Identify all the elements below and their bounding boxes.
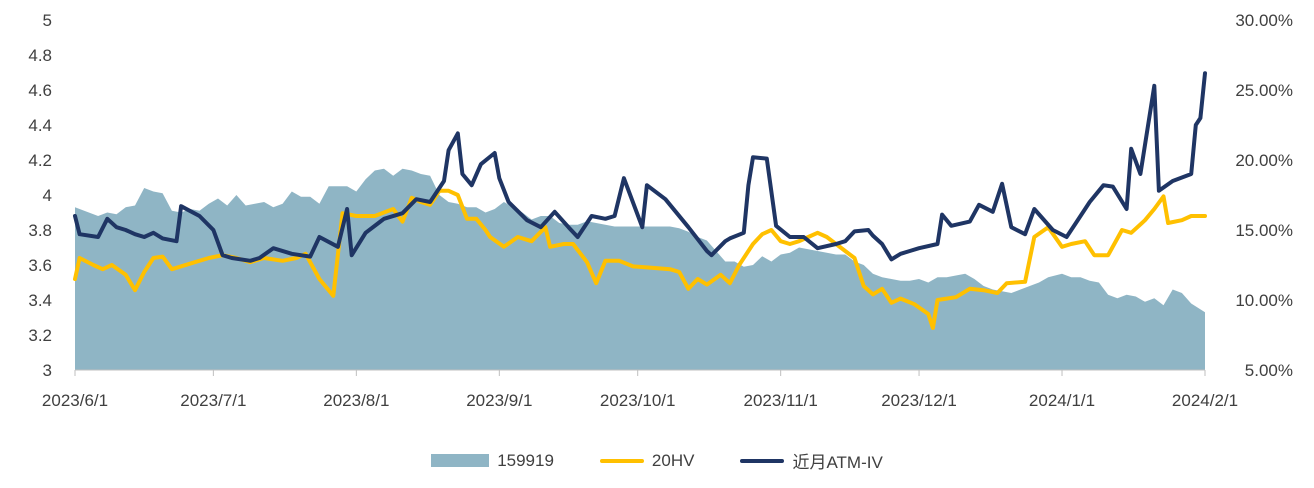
x-axis-tick-label: 2023/7/1 bbox=[180, 391, 246, 410]
legend-label-20hv: 20HV bbox=[651, 450, 695, 470]
x-axis-tick-label: 2023/8/1 bbox=[323, 391, 389, 410]
chart-legend: 159919 20HV 近月ATM-IV bbox=[0, 448, 1314, 473]
series-line-20hv bbox=[73, 188, 1207, 330]
legend-item-atm-iv: 近月ATM-IV bbox=[740, 448, 883, 473]
left-axis-tick-label: 4.4 bbox=[28, 116, 52, 135]
right-axis-tick-label: 15.00% bbox=[1235, 221, 1293, 240]
left-axis-tick-label: 4.8 bbox=[28, 46, 52, 65]
right-axis-tick-label: 5.00% bbox=[1245, 361, 1293, 380]
x-axis-tick-label: 2023/6/1 bbox=[42, 391, 108, 410]
x-axis-tick-label: 2023/9/1 bbox=[466, 391, 532, 410]
left-axis-tick-label: 3.2 bbox=[28, 326, 52, 345]
legend-swatch-hv bbox=[599, 458, 644, 463]
legend-item-20hv: 20HV bbox=[599, 450, 695, 471]
left-axis-tick-label: 3.6 bbox=[28, 256, 52, 275]
series-area-159919 bbox=[75, 168, 1205, 370]
legend-item-159919: 159919 bbox=[431, 451, 554, 471]
left-axis-tick-label: 4.6 bbox=[28, 81, 52, 100]
legend-swatch-iv bbox=[740, 458, 785, 463]
left-axis-tick-label: 3 bbox=[43, 361, 52, 380]
left-axis-tick-label: 5 bbox=[43, 11, 52, 30]
legend-swatch-area bbox=[431, 454, 490, 467]
right-axis-tick-label: 20.00% bbox=[1235, 151, 1293, 170]
right-axis-tick-label: 25.00% bbox=[1235, 81, 1293, 100]
x-axis-tick-label: 2024/2/1 bbox=[1172, 391, 1238, 410]
series-line-atm-iv bbox=[73, 71, 1207, 263]
left-axis-tick-label: 3.8 bbox=[28, 221, 52, 240]
right-axis-tick-label: 30.00% bbox=[1235, 11, 1293, 30]
legend-label-159919: 159919 bbox=[497, 450, 554, 470]
left-axis-tick-label: 4.2 bbox=[28, 151, 52, 170]
left-axis-tick-label: 4 bbox=[43, 186, 52, 205]
x-axis-tick-label: 2023/12/1 bbox=[881, 391, 957, 410]
x-axis-tick-label: 2023/10/1 bbox=[600, 391, 676, 410]
x-axis-tick-label: 2023/11/1 bbox=[743, 391, 817, 410]
legend-label-atm-iv: 近月ATM-IV bbox=[792, 453, 883, 472]
right-axis-tick-label: 10.00% bbox=[1235, 291, 1293, 310]
left-axis-tick-label: 3.4 bbox=[28, 291, 52, 310]
x-axis-tick-label: 2024/1/1 bbox=[1029, 391, 1095, 410]
